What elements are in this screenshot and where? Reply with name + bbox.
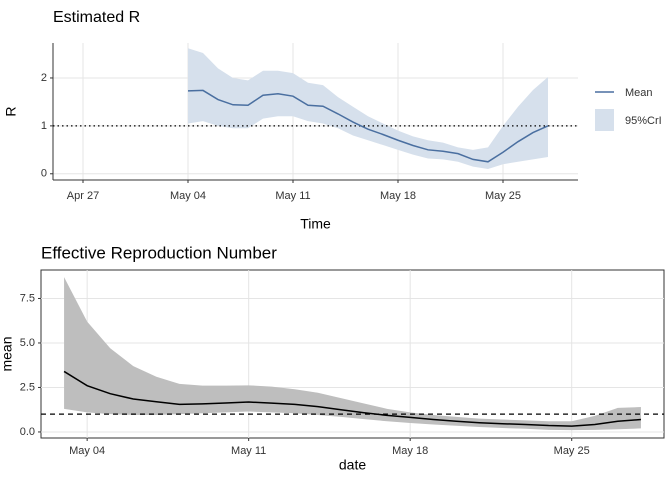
line bbox=[63, 370, 641, 427]
legend-label: Mean bbox=[625, 87, 653, 99]
y-tick-label: 2 bbox=[41, 72, 47, 84]
chart-title: Effective Reproduction Number bbox=[41, 243, 277, 262]
x-axis-label: date bbox=[339, 457, 366, 473]
y-tick-label: 5.0 bbox=[20, 337, 35, 349]
y-tick-label: 2.5 bbox=[20, 381, 35, 393]
y-tick-label: 0.0 bbox=[20, 426, 35, 438]
y-axis-label: mean bbox=[0, 336, 15, 371]
legend-swatch bbox=[595, 109, 614, 131]
y-axis-label: R bbox=[3, 106, 19, 116]
credible-band bbox=[64, 277, 641, 431]
chart-title: Estimated R bbox=[53, 9, 140, 26]
legend-label: 95%CrI bbox=[625, 115, 662, 127]
line bbox=[187, 89, 549, 163]
x-tick-label: May 25 bbox=[485, 190, 521, 202]
x-tick-label: May 04 bbox=[170, 190, 206, 202]
y-tick-label: 7.5 bbox=[20, 292, 35, 304]
x-axis-label: Time bbox=[300, 216, 331, 232]
y-tick-label: 0 bbox=[41, 168, 47, 180]
y-tick-label: 1 bbox=[41, 120, 47, 132]
x-tick-label: Apr 27 bbox=[67, 190, 99, 202]
x-tick-label: May 04 bbox=[69, 445, 105, 457]
x-tick-label: May 18 bbox=[380, 190, 416, 202]
x-tick-label: May 25 bbox=[554, 445, 590, 457]
x-tick-label: May 11 bbox=[231, 445, 266, 457]
x-tick-label: May 18 bbox=[392, 445, 428, 457]
credible-band bbox=[188, 48, 548, 169]
x-tick-label: May 11 bbox=[275, 190, 310, 202]
